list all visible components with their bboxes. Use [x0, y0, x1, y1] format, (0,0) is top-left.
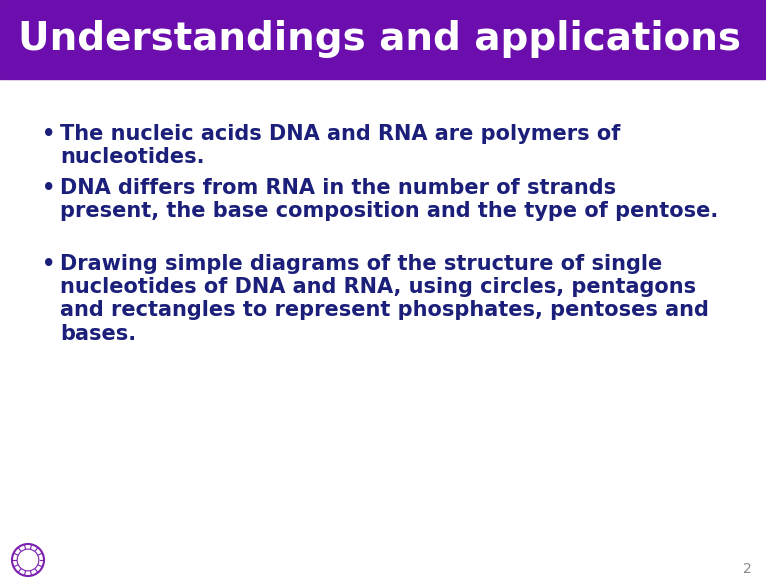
Text: •: •	[42, 178, 55, 198]
Text: 2: 2	[743, 562, 752, 576]
Text: Understandings and applications: Understandings and applications	[18, 21, 741, 59]
Text: •: •	[42, 124, 55, 144]
Bar	[0, 0, 766, 79]
Text: DNA differs from RNA in the number of strands
present, the base composition and : DNA differs from RNA in the number of st…	[60, 178, 719, 221]
Text: •: •	[42, 254, 55, 274]
Text: The nucleic acids DNA and RNA are polymers of
nucleotides.: The nucleic acids DNA and RNA are polyme…	[60, 124, 620, 167]
Text: Drawing simple diagrams of the structure of single
nucleotides of DNA and RNA, u: Drawing simple diagrams of the structure…	[60, 254, 709, 343]
